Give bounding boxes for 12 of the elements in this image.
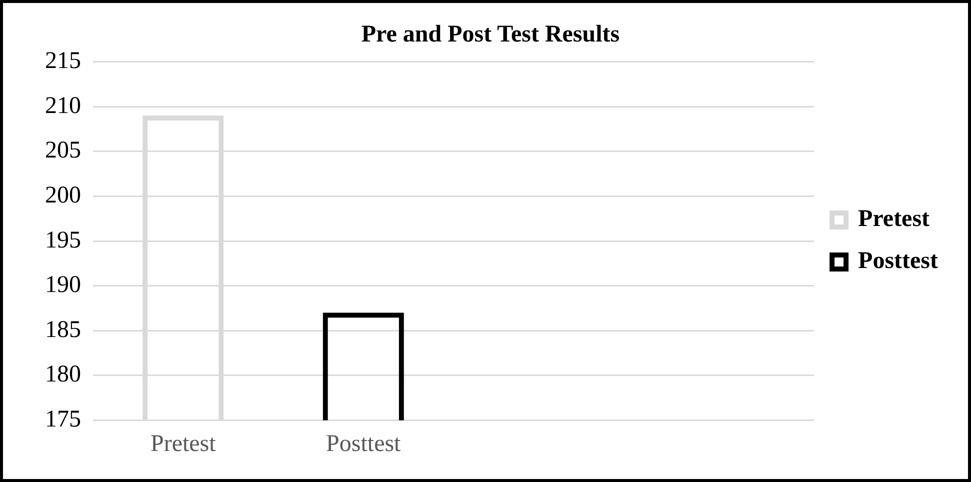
y-tick-label: 175 (45, 406, 81, 432)
legend-label: Posttest (858, 248, 938, 274)
y-tick-label: 205 (45, 138, 81, 164)
y-tick-label: 190 (45, 272, 81, 298)
y-tick-label: 215 (45, 48, 81, 74)
y-tick-label: 185 (45, 316, 81, 343)
y-tick-label: 195 (45, 227, 81, 254)
y-tick-label: 180 (45, 362, 81, 388)
y-tick-label: 210 (45, 92, 81, 119)
legend-label: Pretest (858, 206, 930, 232)
y-tick-label: 200 (45, 182, 81, 208)
chart-title: Pre and Post Test Results (361, 22, 620, 48)
